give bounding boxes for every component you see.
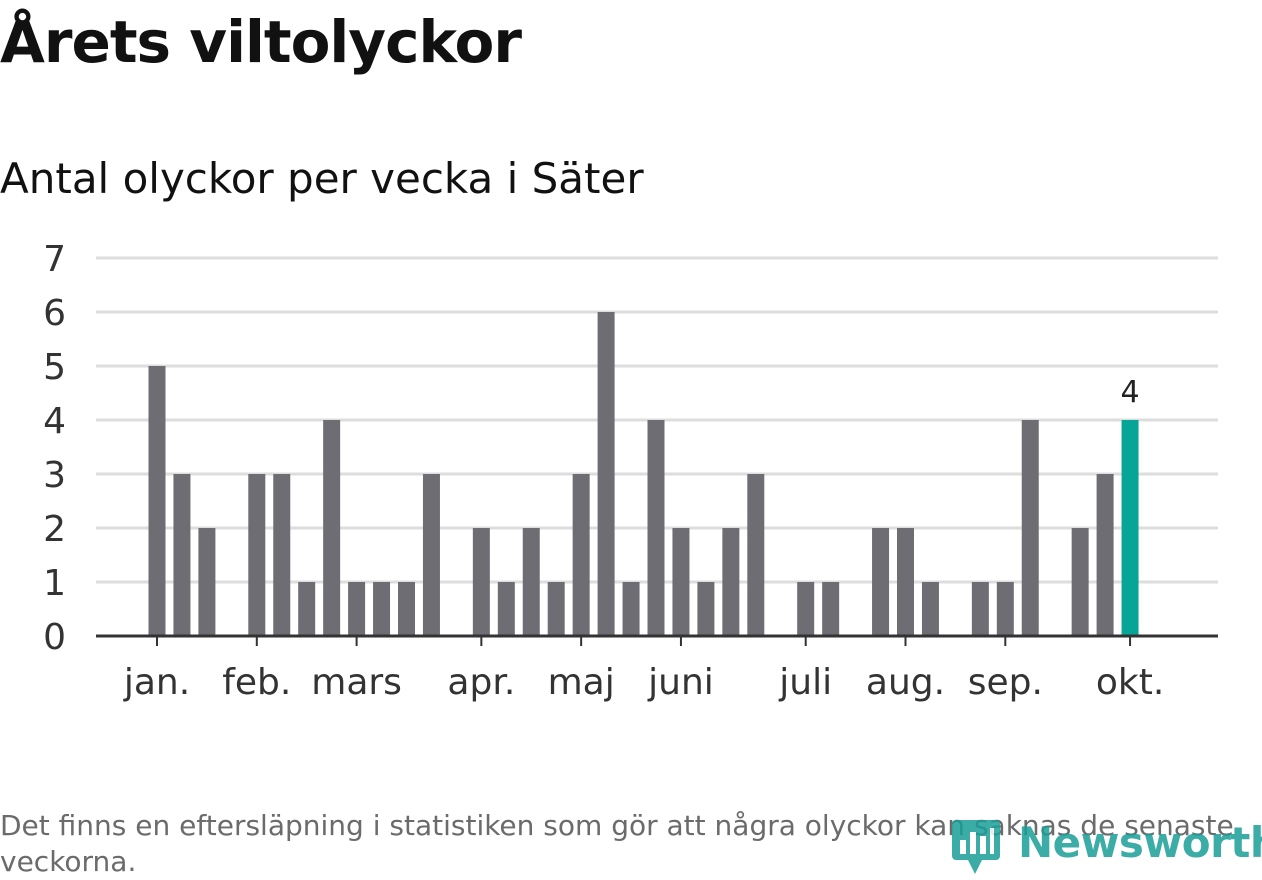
x-tick-label-okt.: okt.	[1096, 662, 1164, 703]
x-tick-label-maj: maj	[548, 662, 615, 703]
bar-week-27	[797, 582, 815, 636]
y-axis-ticks: 0 1 2 3 4 5 6 7	[43, 239, 66, 658]
bars	[148, 312, 1139, 636]
bar-week-32	[921, 582, 939, 636]
bar-week-7	[298, 582, 316, 636]
bar-week-9	[348, 582, 366, 636]
bar-week-6	[273, 474, 291, 636]
x-tick-label-mars: mars	[311, 662, 402, 703]
brand-name: Newsworthy	[1018, 818, 1262, 867]
y-tick-label-6: 6	[43, 293, 66, 334]
bar-week-8	[323, 420, 341, 636]
x-axis: jan. feb. mars apr. maj juni juli aug. sep. okt.	[96, 634, 1218, 703]
y-tick-label-3: 3	[43, 455, 66, 496]
x-tick-label-jan.: jan.	[123, 662, 190, 703]
x-tick-label-aug.: aug.	[866, 662, 945, 703]
bar-week-14	[472, 528, 490, 636]
chart-subtitle: Antal olyckor per vecka i Säter	[0, 154, 644, 203]
bar-week-10	[373, 582, 391, 636]
bar-week-23	[697, 582, 715, 636]
brand-logo[interactable]: Newsworthy	[948, 812, 1262, 878]
bar-week-39	[1096, 474, 1114, 636]
bar-week-20	[622, 582, 640, 636]
bar-chart: 0 1 2 3 4 5 6 7 4 jan. feb. mars apr. maj juni juli au…	[43, 239, 1218, 703]
x-tick-label-sep.: sep.	[968, 662, 1043, 703]
bar-week-24	[722, 528, 740, 636]
bar-week-12	[422, 474, 440, 636]
x-tick-label-apr.: apr.	[447, 662, 515, 703]
bar-week-40	[1121, 420, 1139, 636]
data-labels: 4	[1121, 375, 1140, 410]
x-tick-label-feb.: feb.	[222, 662, 291, 703]
x-tick-label-juli: juli	[778, 662, 832, 703]
y-tick-label-5: 5	[43, 347, 66, 388]
bar-week-25	[747, 474, 765, 636]
y-tick-label-4: 4	[43, 401, 66, 442]
bar-week-35	[996, 582, 1014, 636]
bar-week-2	[173, 474, 191, 636]
bar-week-3	[198, 528, 216, 636]
bar-week-17	[547, 582, 565, 636]
y-tick-label-0: 0	[43, 617, 66, 658]
bar-week-28	[822, 582, 840, 636]
bar-week-18	[572, 474, 590, 636]
y-tick-label-2: 2	[43, 509, 66, 550]
y-tick-label-7: 7	[43, 239, 66, 280]
y-tick-label-1: 1	[43, 563, 66, 604]
bar-week-15	[497, 582, 515, 636]
bar-week-30	[872, 528, 890, 636]
bar-week-36	[1021, 420, 1039, 636]
newsworthy-logo-icon	[952, 820, 1000, 874]
chart-title: Årets viltolyckor	[0, 8, 522, 76]
bar-week-11	[398, 582, 415, 636]
bar-week-34	[971, 582, 989, 636]
bar-week-22	[672, 528, 690, 636]
data-label-highlight: 4	[1121, 375, 1140, 410]
footnote: Det finns en eftersläpning i statistiken…	[0, 809, 1234, 878]
bar-week-21	[647, 420, 665, 636]
bar-week-16	[522, 528, 540, 636]
bar-week-5	[248, 474, 266, 636]
bar-week-38	[1071, 528, 1089, 636]
x-tick-label-juni: juni	[647, 662, 714, 703]
bar-week-19	[597, 312, 615, 636]
bar-week-31	[897, 528, 914, 636]
bar-week-1	[148, 366, 166, 636]
